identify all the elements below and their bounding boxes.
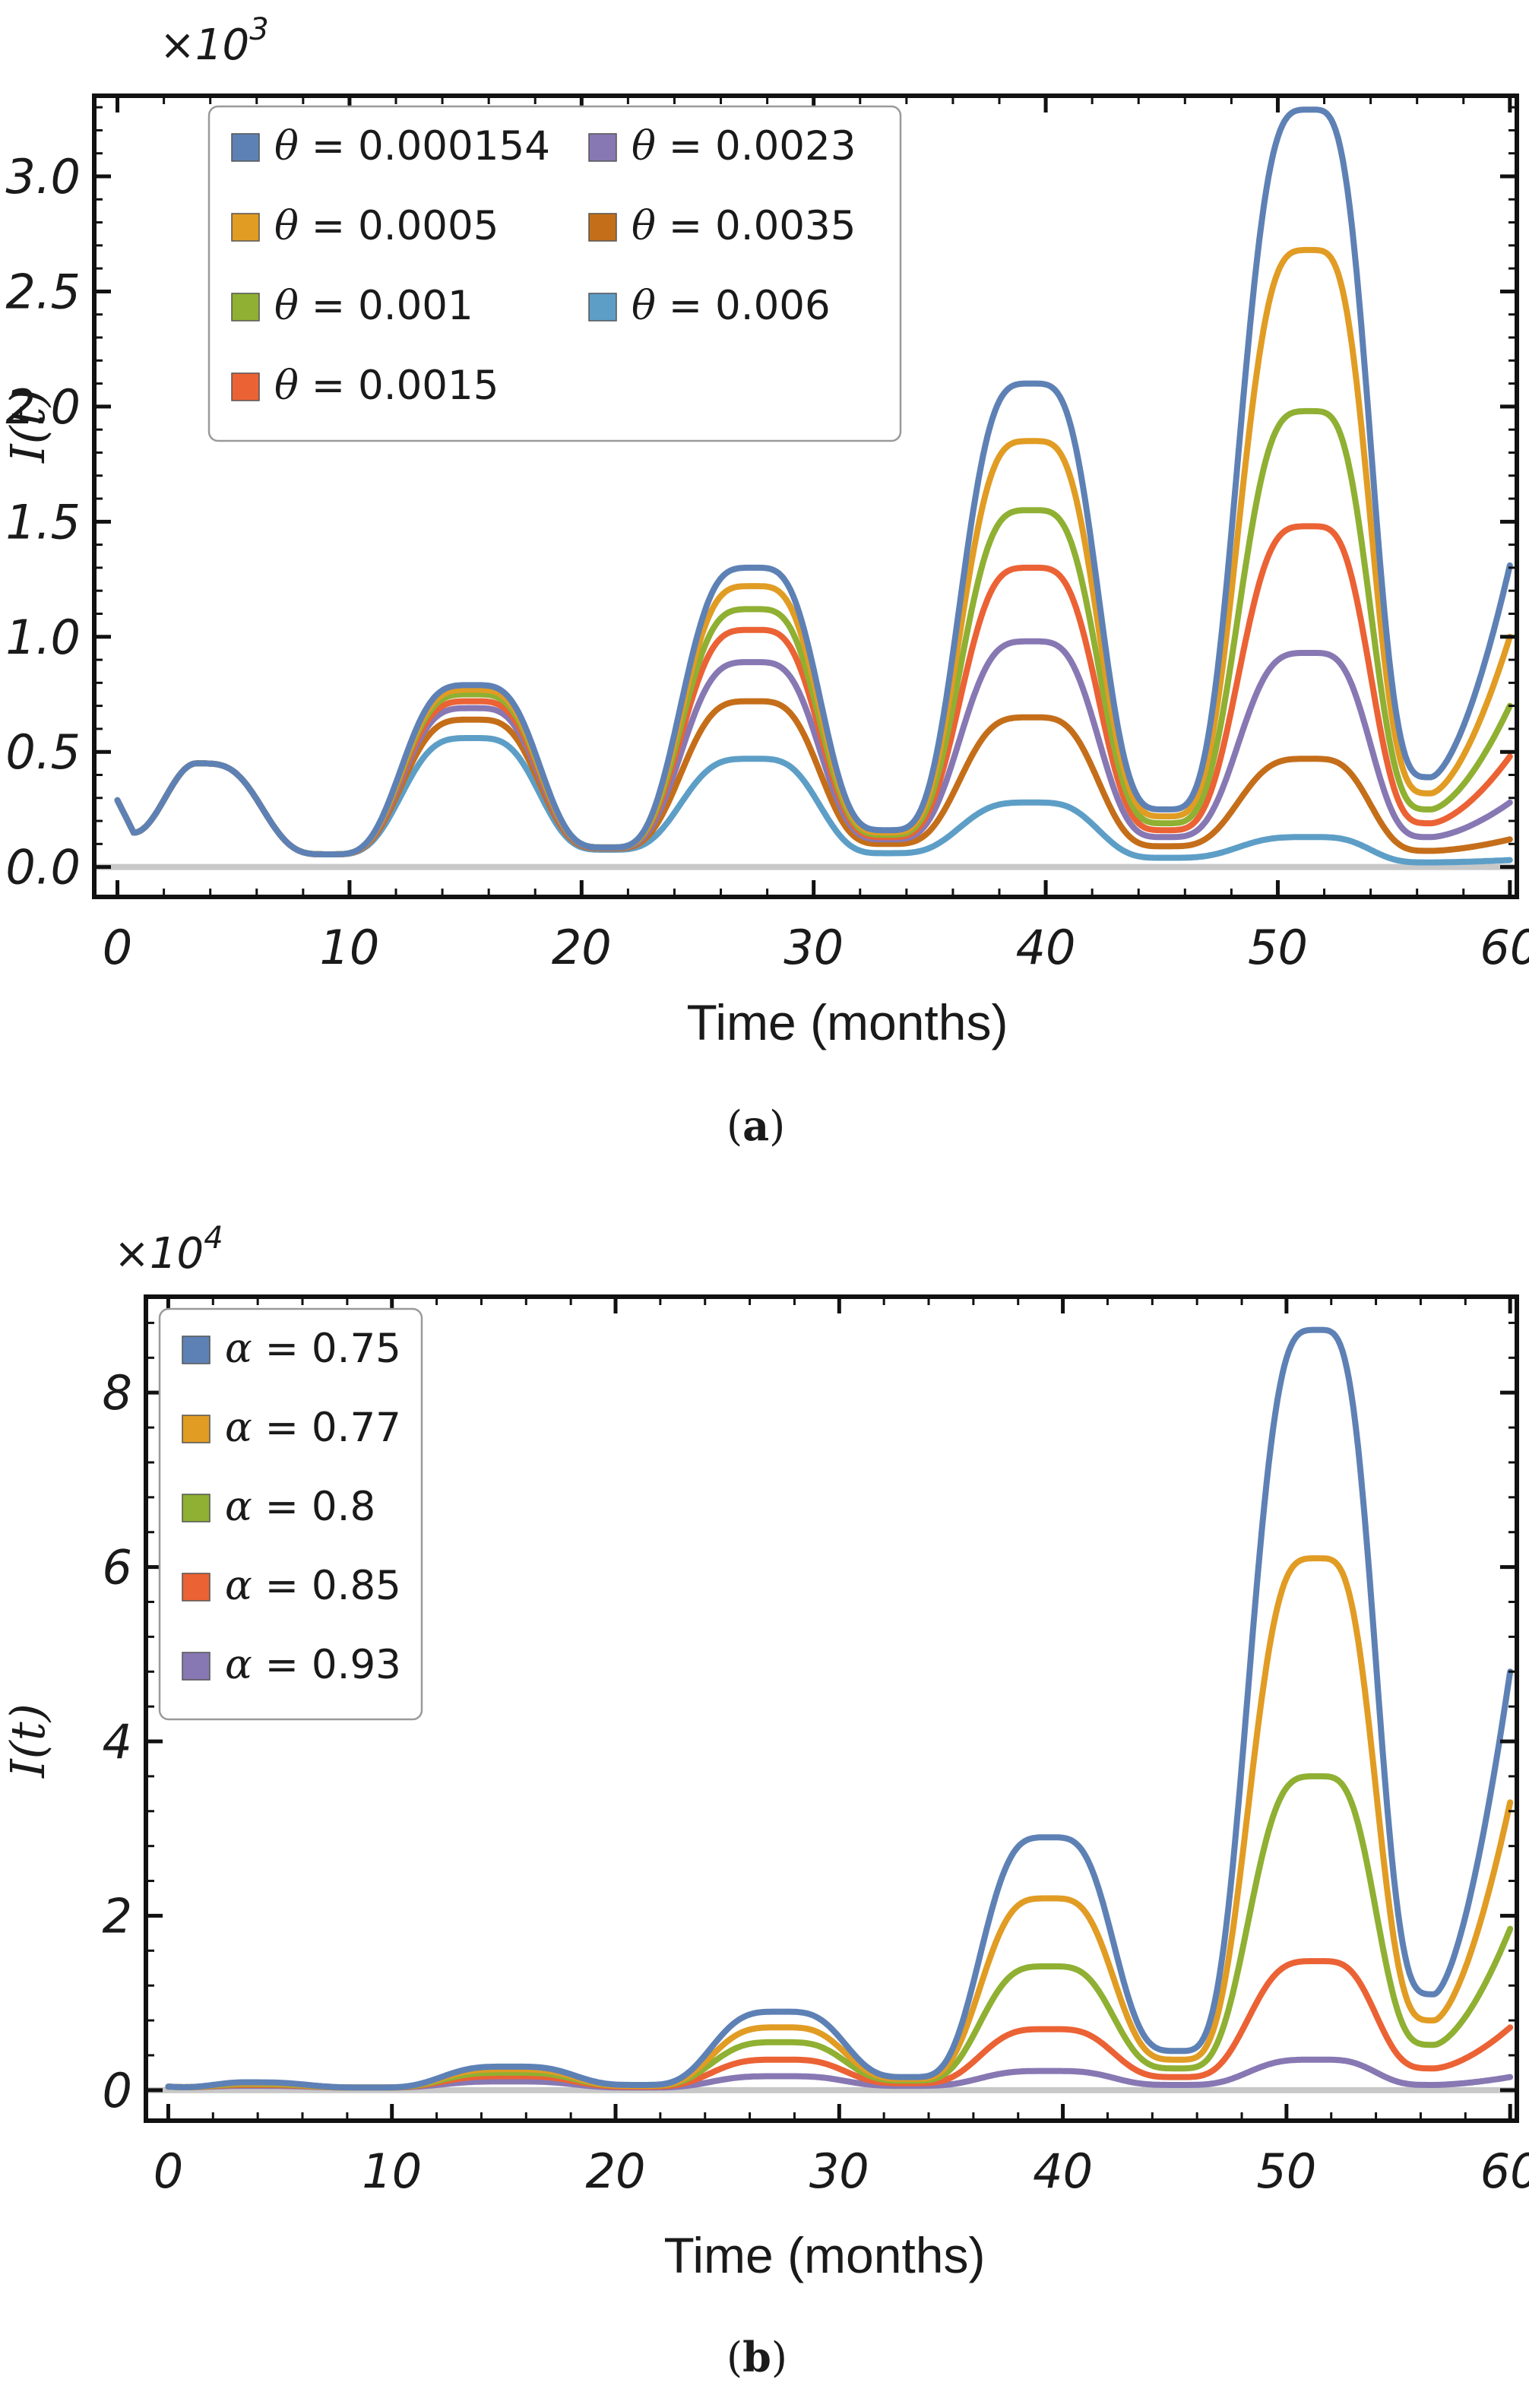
legend-entry-label: α = 0.75 (225, 1326, 401, 1372)
y-multiplier-b: ×104 (114, 1221, 223, 1278)
legend-swatch (182, 1573, 211, 1602)
y-axis-label-a: I(t) (0, 388, 55, 464)
series-lines-b (165, 1326, 1514, 2091)
legend-entry-label: θ = 0.0005 (274, 203, 499, 249)
x-tick-label: 10 (362, 2143, 422, 2199)
y-tick-label: 6 (103, 1540, 132, 1595)
legend-swatch (588, 293, 617, 322)
legend-swatch (588, 213, 617, 242)
y-tick-label: 0.0 (5, 840, 81, 895)
panel-caption-b: (b) (727, 2333, 787, 2381)
x-tick-label: 20 (552, 920, 612, 975)
series-line-1 (114, 106, 1513, 857)
x-tick-label: 20 (586, 2143, 646, 2199)
legend-swatch (182, 1652, 211, 1681)
panel-caption-a: (a) (727, 1101, 785, 1150)
y-tick-label: 0 (103, 2063, 132, 2118)
x-tick-label: 60 (1480, 2143, 1529, 2199)
legend-entry-label: θ = 0.006 (632, 283, 831, 329)
legend-swatch (182, 1494, 211, 1522)
y-multiplier-a: ×103 (160, 12, 269, 70)
y-tick-label: 3.0 (5, 149, 81, 204)
x-tick-label: 40 (1033, 2143, 1093, 2199)
x-tick-label: 30 (783, 920, 844, 975)
series-line-5 (165, 2056, 1514, 2091)
x-tick-label: 50 (1256, 2143, 1316, 2199)
y-tick-label: 2.0 (5, 379, 81, 435)
legend-a: θ = 0.000154 θ = 0.0005 θ = 0.001 θ = 0.001… (207, 105, 902, 442)
x-tick-label: 0 (154, 2143, 183, 2199)
y-tick-label: 4 (103, 1714, 132, 1770)
legend-entry-label: θ = 0.0035 (632, 203, 856, 249)
panel-b: ×104 0 10 20 30 40 50 60 0 2 4 6 8 α = 0.75 α = 0.77… (0, 1221, 1529, 2381)
legend-entry-label: θ = 0.0023 (632, 123, 856, 170)
plot-frame-b: 0 10 20 30 40 50 60 0 2 4 6 8 (103, 1294, 1529, 2199)
legend-entry-label: θ = 0.000154 (274, 123, 550, 170)
y-tick-label: 1.0 (5, 610, 81, 665)
legend-swatch (182, 1335, 211, 1364)
legend-entry-label: α = 0.85 (225, 1563, 401, 1609)
legend-swatch (231, 133, 260, 162)
legend-swatch (231, 372, 260, 401)
legend-box (158, 1307, 423, 1721)
legend-entry-label: α = 0.77 (225, 1405, 401, 1451)
series-line-1 (165, 1326, 1514, 2091)
x-tick-label: 30 (809, 2143, 869, 2199)
panel-a: ×103 01020304050600.00.51.01.52.02.53.0 … (0, 12, 1529, 1150)
y-tick-label: 2.5 (5, 264, 81, 319)
x-axis-label-a: Time (months) (687, 994, 1008, 1050)
legend-entry-label: α = 0.93 (225, 1642, 401, 1688)
x-axis-label-b: Time (months) (664, 2227, 986, 2283)
y-tick-label: 2 (103, 1888, 132, 1944)
plot-border (144, 1294, 1519, 2123)
legend-entry-label: θ = 0.001 (274, 283, 473, 329)
y-tick-label: 8 (103, 1365, 132, 1421)
plot-frame-a: 0 10 20 30 40 50 60 0.0 0.5 1.0 1.5 2.0 2.5 3.0 (5, 93, 1529, 975)
x-tick-label: 60 (1480, 920, 1529, 975)
x-tick-label: 10 (319, 920, 379, 975)
y-tick-label: 0.5 (5, 724, 81, 780)
legend-swatch (231, 293, 260, 322)
legend-b: α = 0.75 α = 0.77 α = 0.8 α = 0.85 α = 0.93 (158, 1307, 423, 1721)
legend-entry-label: α = 0.8 (225, 1484, 375, 1530)
legend-box (207, 105, 902, 442)
legend-swatch (182, 1415, 211, 1443)
series-line-4 (165, 1958, 1514, 2091)
plot-border (92, 93, 1519, 899)
x-tick-label: 50 (1248, 920, 1308, 975)
series-lines-a (114, 106, 1513, 866)
legend-swatch (588, 133, 617, 162)
legend-swatch (231, 213, 260, 242)
y-axis-label-b: I(t) (0, 1703, 55, 1779)
y-tick-label: 1.5 (5, 494, 81, 550)
x-tick-label: 0 (103, 920, 132, 975)
series-line-3 (114, 407, 1513, 857)
legend-entry-label: θ = 0.0015 (274, 363, 499, 409)
x-tick-label: 40 (1016, 920, 1076, 975)
